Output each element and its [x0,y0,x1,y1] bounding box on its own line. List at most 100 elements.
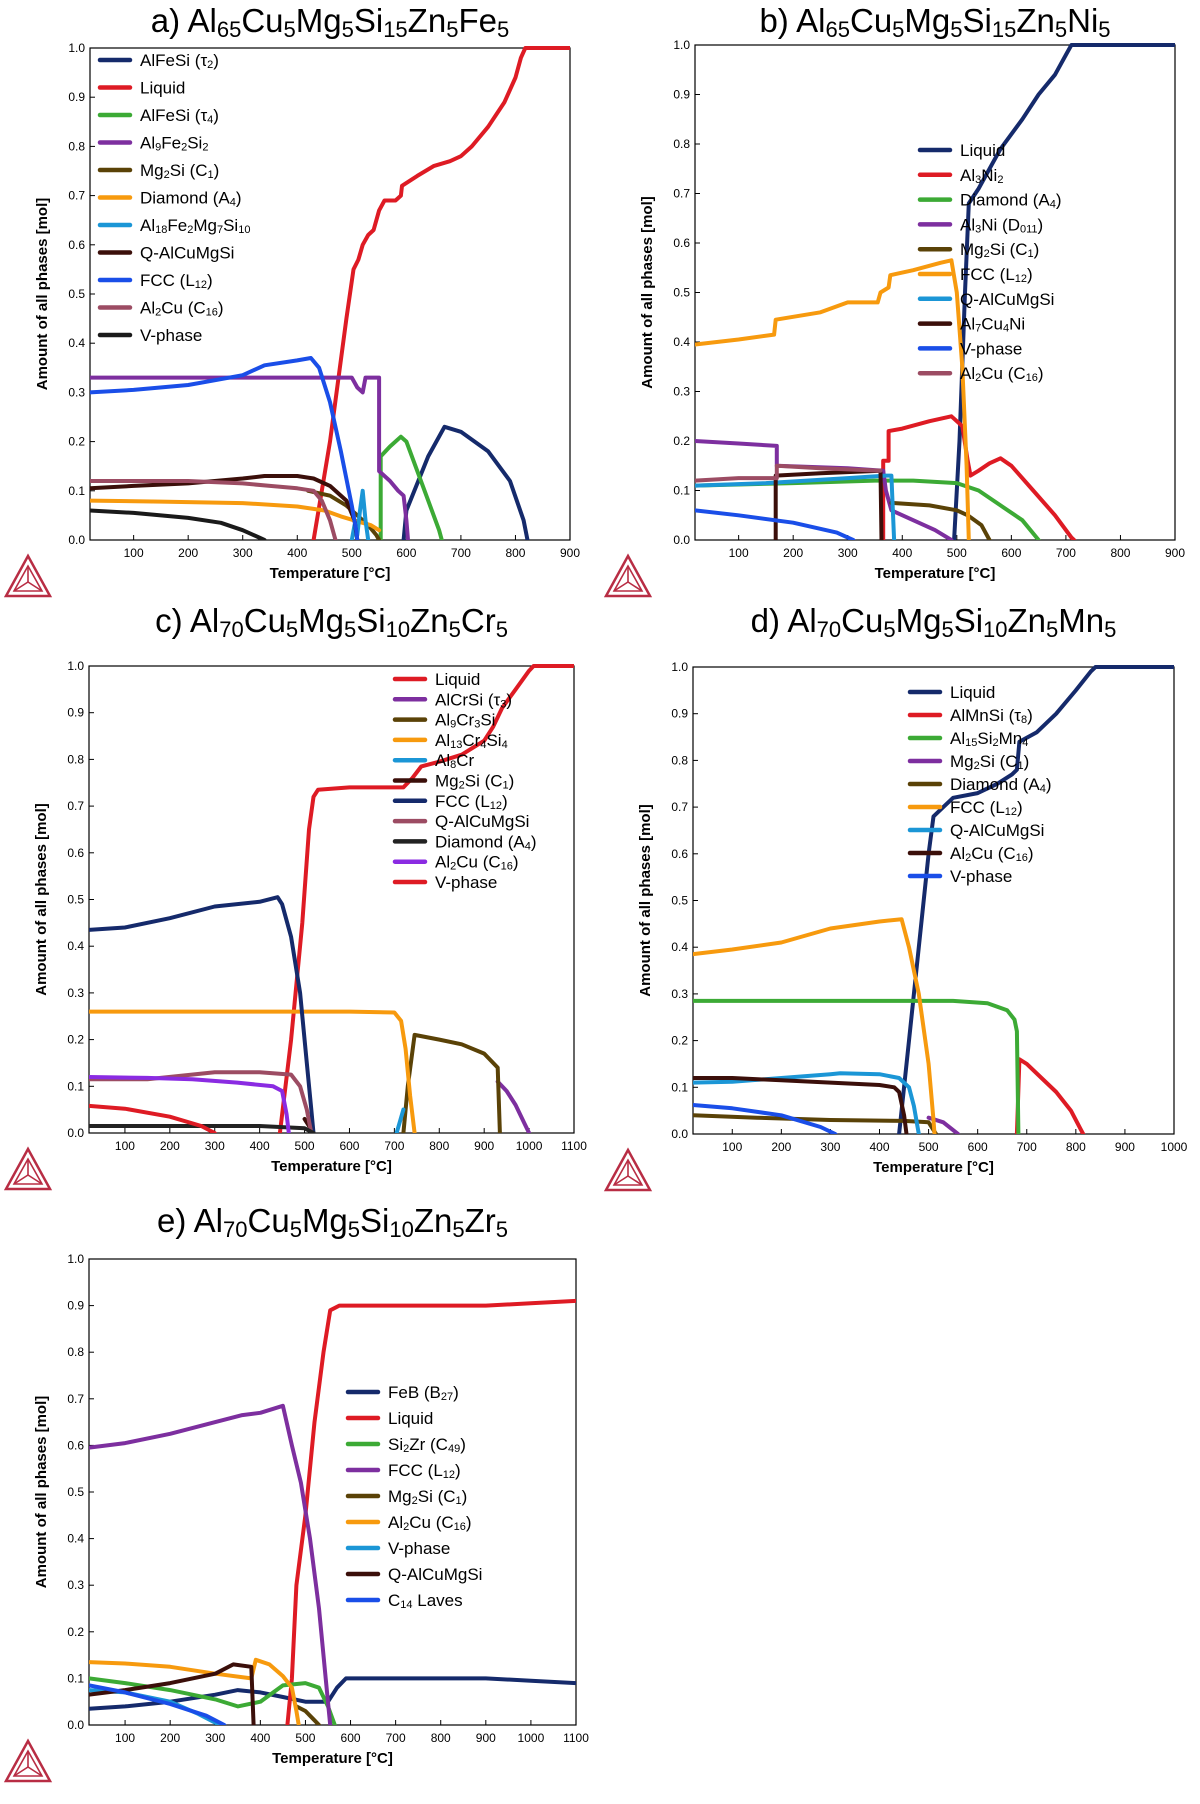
chart-svg: d) Al70Cu5Mg5Si10Zn5Mn5 0.0 0.1 0.2 0.3 0.4 0.… [603,602,1188,1192]
legend-label: Al9Cr3Si [435,711,495,731]
series-group [90,46,570,540]
y-tick-label: 0.6 [673,236,690,250]
legend: Liquid Al3Ni2 Diamond (A4) Al3Ni (D011) Mg2S… [917,141,1062,384]
legend-label: V-phase [960,339,1022,358]
legend-label: Q-AlCuMgSi [435,812,529,831]
x-tick-label: 500 [342,546,362,560]
y-tick-label: 0.9 [67,1299,84,1313]
y-tick-label: 0.0 [68,533,85,547]
x-tick-label: 200 [783,546,803,560]
legend-label: Mg2Si (C1) [435,772,514,792]
series-line [401,424,530,540]
legend-label: Mg2Si (C1) [960,240,1039,260]
x-tick-label: 300 [205,1731,225,1745]
x-tick-label: 800 [505,546,525,560]
y-tick-label: 1.0 [67,659,84,673]
x-tick-label: 600 [339,1139,359,1153]
y-tick-label: 0.8 [68,139,85,153]
x-tick-label: 400 [250,1139,270,1153]
series-line [89,1676,337,1725]
x-tick-label: 700 [1017,1140,1037,1154]
chart-panel-a: a) Al65Cu5Mg5Si15Zn5Fe5 0.0 0.1 0.2 0.3 0.4 0.… [0,0,600,600]
x-tick-label: 600 [1001,546,1021,560]
y-tick-label: 0.1 [67,1671,84,1685]
y-tick-label: 0.3 [671,987,688,1001]
legend-label: Liquid [435,670,480,689]
legend-label: V-phase [950,867,1012,886]
x-tick-label: 100 [115,1731,135,1745]
legend-label: AlCrSi (τ3) [435,690,512,710]
x-tick-label: 100 [729,546,749,560]
legend-label: V-phase [435,873,497,892]
series-line [693,917,937,1134]
legend: AlFeSi (τ2) Liquid AlFeSi (τ4) Al9Fe2Si2 Mg2… [97,51,250,345]
legend-label: AlFeSi (τ2) [140,51,219,71]
series-line [90,356,360,540]
series-line [90,474,360,540]
y-tick-label: 0.4 [67,939,84,953]
legend-label: V-phase [140,326,202,345]
chart-title: d) Al70Cu5Mg5Si10Zn5Mn5 [751,602,1117,642]
y-tick-label: 0.2 [67,1033,84,1047]
y-axis-label: Amount of all phases [mol] [34,198,51,391]
thermocalc-logo-icon [603,553,653,598]
series-line [89,1657,301,1725]
chart-title: c) Al70Cu5Mg5Si10Zn5Cr5 [155,602,508,642]
x-tick-label: 400 [287,546,307,560]
y-tick-label: 0.1 [673,484,690,498]
series-line [695,473,897,540]
x-tick-label: 100 [124,546,144,560]
series-line [90,375,410,540]
y-tick-label: 1.0 [67,1252,84,1266]
y-tick-label: 0.2 [673,434,690,448]
y-tick-label: 0.9 [68,90,85,104]
y-tick-label: 0.6 [68,238,85,252]
series-line [693,998,1021,1134]
legend-label: FCC (L12) [950,798,1023,818]
series-line [277,664,574,1133]
legend-label: Liquid [388,1409,433,1428]
series-group [693,665,1174,1134]
series-line [695,478,1041,540]
x-tick-label: 200 [178,546,198,560]
series-line [897,665,1174,1134]
y-tick-label: 0.3 [673,385,690,399]
x-axis-label: Temperature [°C] [873,1159,994,1176]
legend-label: FCC (L12) [388,1461,461,1481]
x-tick-label: 600 [968,1140,988,1154]
y-tick-label: 0.1 [67,1079,84,1093]
y-tick-label: 0.8 [67,1345,84,1359]
y-tick-label: 0.0 [671,1127,688,1141]
legend: FeB (B27) Liquid Si2Zr (C49) FCC (L12) Mg2Si… [345,1383,482,1611]
y-tick-label: 0.2 [68,435,85,449]
x-tick-label: 300 [233,546,253,560]
y-tick-label: 0.6 [67,846,84,860]
legend-label: Al7Cu4Ni [960,315,1025,335]
y-tick-label: 0.7 [67,799,84,813]
chart-title: e) Al70Cu5Mg5Si10Zn5Zr5 [157,1202,508,1242]
y-tick-label: 0.8 [671,753,688,767]
y-tick-label: 0.2 [67,1625,84,1639]
y-tick-label: 0.5 [67,893,84,907]
x-axis-label: Temperature [°C] [875,565,996,582]
legend-label: Q-AlCuMgSi [960,290,1054,309]
legend-label: Q-AlCuMgSi [388,1565,482,1584]
chart-svg: a) Al65Cu5Mg5Si15Zn5Fe5 0.0 0.1 0.2 0.3 0.4 0.… [3,2,580,598]
x-tick-label: 1000 [516,1139,543,1153]
series-line [695,258,971,540]
y-axis-label: Amount of all phases [mol] [637,804,654,997]
x-tick-label: 500 [295,1731,315,1745]
y-axis-label: Amount of all phases [mol] [639,196,656,389]
x-axis-label: Temperature [°C] [272,1750,393,1767]
y-tick-label: 0.2 [671,1034,688,1048]
x-axis-label: Temperature [°C] [270,565,391,582]
series-line [394,1107,406,1133]
series-group [89,1298,576,1725]
x-tick-label: 900 [474,1139,494,1153]
x-tick-label: 200 [160,1731,180,1745]
legend-label: Diamond (A4) [950,775,1052,795]
legend-label: Al2Cu (C16) [435,853,519,873]
legend-label: Liquid [140,79,185,98]
series-line [695,439,954,540]
